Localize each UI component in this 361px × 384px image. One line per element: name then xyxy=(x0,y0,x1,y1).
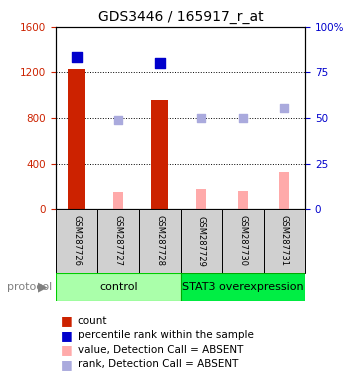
FancyBboxPatch shape xyxy=(264,209,305,273)
Bar xyxy=(238,191,248,209)
FancyBboxPatch shape xyxy=(180,209,222,273)
Bar xyxy=(152,100,168,209)
Text: control: control xyxy=(99,282,138,292)
Point xyxy=(74,53,80,60)
FancyBboxPatch shape xyxy=(222,209,264,273)
Text: value, Detection Call = ABSENT: value, Detection Call = ABSENT xyxy=(78,345,243,355)
FancyBboxPatch shape xyxy=(56,273,180,301)
Text: count: count xyxy=(78,316,107,326)
Bar xyxy=(196,189,206,209)
Text: ■: ■ xyxy=(61,358,73,371)
Point xyxy=(116,117,121,123)
Text: ■: ■ xyxy=(61,329,73,342)
Text: STAT3 overexpression: STAT3 overexpression xyxy=(182,282,304,292)
FancyBboxPatch shape xyxy=(56,209,97,273)
Bar xyxy=(69,69,85,209)
Text: GSM287729: GSM287729 xyxy=(197,215,206,266)
Text: protocol: protocol xyxy=(7,282,52,292)
Point xyxy=(157,60,162,66)
Text: rank, Detection Call = ABSENT: rank, Detection Call = ABSENT xyxy=(78,359,238,369)
Text: ■: ■ xyxy=(61,314,73,327)
Text: GSM287730: GSM287730 xyxy=(238,215,247,266)
FancyBboxPatch shape xyxy=(139,209,180,273)
Text: GSM287731: GSM287731 xyxy=(280,215,289,266)
Text: GSM287726: GSM287726 xyxy=(72,215,81,266)
Bar xyxy=(279,172,290,209)
Point xyxy=(282,105,287,111)
Point xyxy=(240,115,245,121)
Text: percentile rank within the sample: percentile rank within the sample xyxy=(78,330,253,340)
Title: GDS3446 / 165917_r_at: GDS3446 / 165917_r_at xyxy=(98,10,263,25)
Text: ■: ■ xyxy=(61,343,73,356)
Text: GSM287728: GSM287728 xyxy=(155,215,164,266)
Point xyxy=(199,115,204,121)
FancyBboxPatch shape xyxy=(180,273,305,301)
Text: ▶: ▶ xyxy=(38,281,48,294)
Text: GSM287727: GSM287727 xyxy=(114,215,123,266)
FancyBboxPatch shape xyxy=(97,209,139,273)
Bar xyxy=(113,192,123,209)
